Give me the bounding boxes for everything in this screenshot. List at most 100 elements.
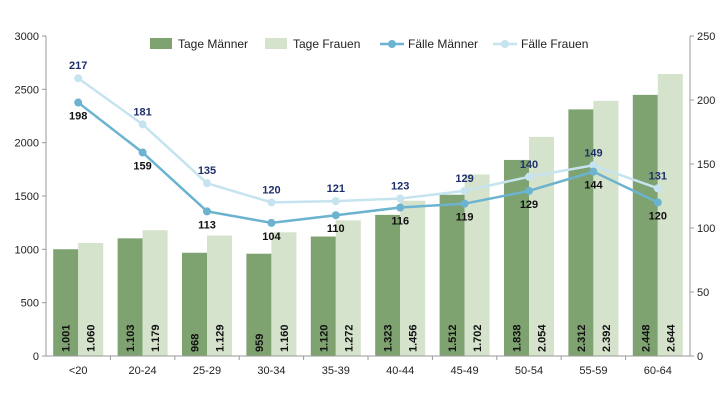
bar-tage-maenner bbox=[375, 214, 401, 356]
point-value-label: 149 bbox=[584, 147, 602, 159]
bar-value-label: 1.323 bbox=[383, 324, 395, 352]
y-tick-label-left: 2000 bbox=[15, 138, 39, 150]
bar-value-label: 1.838 bbox=[512, 324, 524, 352]
x-tick-label: <20 bbox=[69, 365, 88, 377]
bar-tage-maenner bbox=[117, 238, 143, 356]
point-value-label: 123 bbox=[391, 181, 409, 193]
x-tick-label: 55-59 bbox=[579, 365, 607, 377]
bar-value-label: 2.644 bbox=[665, 324, 677, 352]
bar-tage-maenner bbox=[182, 252, 207, 356]
x-tick-label: 20-24 bbox=[129, 365, 157, 377]
point-value-label: 121 bbox=[327, 183, 345, 195]
legend-swatch-bar bbox=[150, 38, 172, 49]
point-faelle-maenner bbox=[203, 207, 211, 216]
point-faelle-maenner bbox=[396, 203, 405, 212]
y-tick-label-right: 100 bbox=[697, 223, 715, 235]
point-faelle-frauen bbox=[74, 74, 83, 83]
point-faelle-maenner bbox=[74, 98, 83, 107]
bar-tage-frauen bbox=[593, 100, 619, 356]
lines-layer: 198 159 113 104 110 116 119 129 144 120 217 181 135 1… bbox=[69, 60, 667, 243]
point-value-label: 104 bbox=[262, 231, 281, 243]
point-faelle-frauen bbox=[653, 184, 662, 193]
x-tick-label: 45-49 bbox=[451, 365, 479, 377]
bar-tage-maenner bbox=[439, 194, 465, 356]
point-faelle-frauen bbox=[331, 197, 340, 206]
y-tick-label-right: 50 bbox=[697, 287, 709, 299]
point-faelle-frauen bbox=[460, 186, 469, 195]
x-tick-label: 35-39 bbox=[322, 365, 350, 377]
point-faelle-maenner bbox=[589, 167, 598, 176]
point-faelle-frauen bbox=[589, 161, 598, 170]
bar-value-label: 2.054 bbox=[537, 324, 549, 352]
bar-value-label: 1.179 bbox=[150, 324, 162, 352]
y-tick-label-left: 3000 bbox=[15, 31, 39, 43]
bar-tage-maenner bbox=[246, 253, 272, 356]
bar-value-label: 959 bbox=[254, 334, 266, 352]
y-tick-label-left: 0 bbox=[33, 351, 39, 363]
legend-swatch-marker bbox=[501, 40, 509, 48]
point-faelle-maenner bbox=[267, 218, 276, 227]
point-value-label: 120 bbox=[262, 184, 280, 196]
point-value-label: 181 bbox=[133, 106, 151, 118]
bar-value-label: 1.456 bbox=[408, 324, 420, 352]
point-value-label: 116 bbox=[391, 216, 409, 228]
y-tick-label-left: 500 bbox=[21, 298, 39, 310]
legend-label: Fälle Frauen bbox=[521, 37, 588, 51]
bar-value-label: 1.512 bbox=[447, 324, 459, 352]
point-faelle-maenner bbox=[525, 186, 533, 195]
legend-swatch-bar bbox=[265, 38, 287, 49]
x-tick-label: 50-54 bbox=[515, 365, 543, 377]
bar-tage-frauen bbox=[207, 235, 232, 356]
point-value-label: 129 bbox=[455, 173, 473, 185]
point-faelle-maenner bbox=[138, 148, 147, 157]
bar-value-label: 1.103 bbox=[125, 324, 137, 352]
point-value-label: 131 bbox=[649, 170, 667, 182]
bar-tage-frauen bbox=[657, 73, 683, 357]
legend-label: Fälle Männer bbox=[408, 37, 478, 51]
bar-value-label: 1.129 bbox=[215, 324, 227, 352]
y-tick-label-right: 250 bbox=[697, 31, 715, 43]
x-tick-label: 40-44 bbox=[386, 365, 414, 377]
line-faelle-maenner bbox=[77, 101, 659, 225]
y-tick-label-left: 1500 bbox=[15, 191, 39, 203]
point-value-label: 217 bbox=[69, 60, 87, 72]
bar-tage-frauen bbox=[335, 220, 361, 356]
bar-tage-frauen bbox=[271, 232, 297, 356]
bar-value-label: 1.001 bbox=[61, 324, 73, 352]
bar-tage-frauen bbox=[464, 174, 490, 356]
point-faelle-maenner bbox=[460, 199, 469, 208]
point-value-label: 129 bbox=[520, 199, 538, 211]
bar-value-label: 1.160 bbox=[279, 324, 291, 352]
x-tick-label: 30-34 bbox=[257, 365, 285, 377]
bar-tage-maenner bbox=[632, 94, 658, 356]
bar-value-label: 1.120 bbox=[318, 324, 330, 352]
point-value-label: 159 bbox=[133, 160, 151, 172]
point-faelle-frauen bbox=[525, 172, 533, 181]
point-value-label: 135 bbox=[198, 165, 216, 177]
bar-value-label: 1.702 bbox=[472, 324, 484, 352]
point-value-label: 113 bbox=[198, 219, 216, 231]
bar-value-label: 1.272 bbox=[343, 324, 355, 352]
point-faelle-frauen bbox=[396, 194, 405, 203]
bar-tage-frauen bbox=[78, 242, 104, 356]
legend-label: Tage Frauen bbox=[293, 37, 360, 51]
bar-tage-maenner bbox=[53, 249, 79, 356]
bar-tage-frauen bbox=[400, 200, 426, 356]
bars-layer: 1.001 1.103 968 959 1.120 1.323 1.512 1.838 2.31… bbox=[53, 73, 683, 357]
point-faelle-frauen bbox=[138, 120, 147, 129]
y-tick-label-right: 200 bbox=[697, 95, 715, 107]
legend: Tage Männer Tage Frauen Fälle Männer Fälle … bbox=[150, 37, 588, 51]
point-value-label: 120 bbox=[649, 210, 667, 222]
point-value-label: 110 bbox=[327, 223, 345, 235]
x-tick-label: 25-29 bbox=[193, 365, 221, 377]
point-value-label: 198 bbox=[69, 111, 87, 123]
bar-value-label: 2.448 bbox=[640, 324, 652, 352]
bar-value-label: 2.312 bbox=[576, 324, 588, 352]
point-faelle-frauen bbox=[267, 198, 276, 207]
point-value-label: 144 bbox=[584, 180, 603, 192]
point-faelle-maenner bbox=[653, 198, 662, 207]
axes-layer: 0 500 1000 1500 2000 2500 3000 0 50 100 150 200 250 <… bbox=[15, 31, 716, 377]
x-tick-label: 60-64 bbox=[644, 365, 672, 377]
bar-tage-maenner bbox=[568, 109, 594, 357]
